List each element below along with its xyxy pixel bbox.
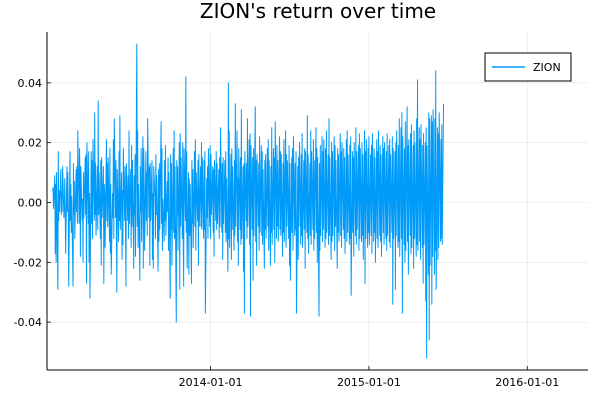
y-tick-label: 0.00	[18, 196, 43, 209]
y-tick-label: 0.02	[18, 137, 43, 150]
legend-label-zion: ZION	[533, 61, 561, 74]
series-group	[52, 43, 445, 359]
y-tick-label: -0.04	[14, 316, 42, 329]
x-axis-ticks: 2014-01-01 2015-01-01 2016-01-01	[179, 366, 559, 389]
y-axis-ticks: 0.04 0.02 0.00 -0.02 -0.04	[14, 77, 51, 329]
x-tick-label: 2014-01-01	[179, 376, 243, 389]
legend: ZION	[484, 52, 572, 82]
y-tick-label: 0.04	[18, 77, 43, 90]
x-tick-label: 2015-01-01	[337, 376, 401, 389]
axes	[46, 32, 588, 371]
x-tick-label: 2016-01-01	[495, 376, 559, 389]
series-line-zion	[52, 43, 445, 359]
chart-title: ZION's return over time	[200, 0, 436, 23]
legend-box	[484, 52, 572, 82]
y-tick-label: -0.02	[14, 256, 42, 269]
